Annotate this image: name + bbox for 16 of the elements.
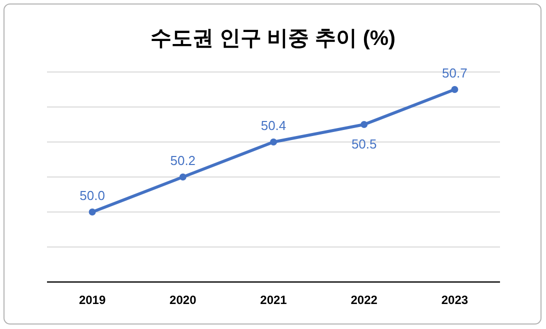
x-tick-label: 2023 xyxy=(441,293,468,307)
data-label: 50.5 xyxy=(351,136,377,152)
x-tick-label: 2021 xyxy=(260,293,288,307)
point xyxy=(451,86,458,93)
data-label: 50.7 xyxy=(442,66,468,80)
chart-title: 수도권 인구 비중 추이 (%) xyxy=(150,27,396,50)
x-tick-label: 2019 xyxy=(78,293,106,307)
point xyxy=(270,138,277,146)
point xyxy=(360,121,368,128)
point xyxy=(179,174,186,180)
point xyxy=(88,208,96,216)
data-label: 50.4 xyxy=(260,118,286,133)
data-label: 50.0 xyxy=(80,188,105,203)
x-tick-label: 2022 xyxy=(350,293,378,307)
x-tick-label: 2020 xyxy=(170,293,197,307)
data-label: 50.2 xyxy=(170,153,196,168)
